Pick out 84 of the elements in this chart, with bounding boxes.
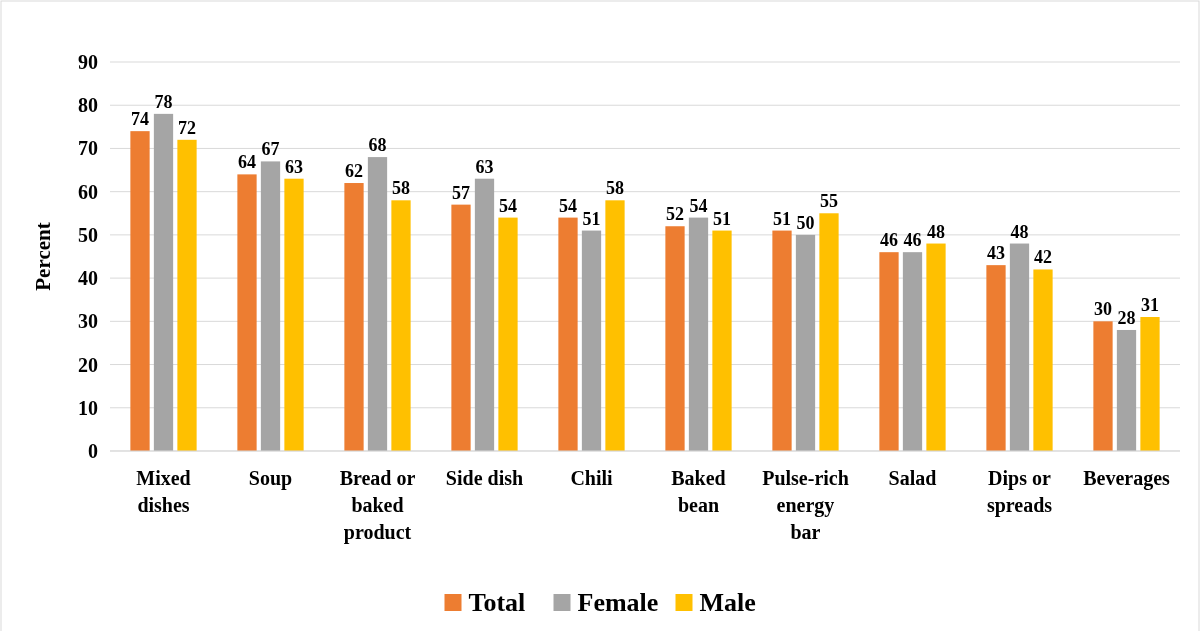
data-label: 63 (475, 156, 494, 177)
bar (153, 113, 174, 451)
data-label: 58 (392, 178, 410, 199)
y-tick-label: 60 (78, 180, 98, 203)
bar (665, 226, 685, 451)
data-label: 46 (880, 230, 898, 251)
bar (879, 252, 899, 451)
data-label: 46 (903, 230, 922, 251)
y-axis-title: Percent (31, 222, 55, 291)
bar (1033, 269, 1053, 451)
bar (284, 178, 304, 451)
data-label: 50 (796, 212, 815, 233)
bar (130, 131, 150, 451)
data-label: 74 (131, 109, 149, 130)
bar (1009, 243, 1030, 451)
x-tick-label: Dips or spreads (986, 467, 1053, 517)
bar (391, 200, 411, 451)
data-label: 64 (238, 152, 256, 173)
data-label: 68 (368, 135, 387, 156)
y-tick-label: 20 (78, 353, 98, 376)
bar (1116, 329, 1137, 451)
y-tick-label: 90 (78, 51, 98, 73)
data-label: 48 (927, 221, 945, 242)
bar (1093, 321, 1113, 451)
bar (177, 139, 197, 451)
bar (926, 243, 946, 451)
data-label: 58 (606, 178, 624, 199)
bar (581, 230, 602, 451)
y-tick-label: 40 (78, 267, 98, 290)
data-label: 52 (666, 204, 684, 225)
y-tick-label: 0 (88, 440, 98, 462)
y-tick-label: 80 (78, 94, 98, 117)
data-label: 54 (499, 195, 517, 216)
bar (688, 217, 709, 451)
data-label: 48 (1010, 221, 1029, 242)
bar (795, 234, 816, 451)
data-label: 31 (1141, 295, 1159, 316)
data-label: 67 (261, 139, 280, 160)
data-label: 51 (713, 208, 731, 229)
bar (1140, 317, 1160, 451)
bar (712, 230, 732, 451)
y-tick-label: 30 (78, 310, 98, 333)
y-tick-label: 10 (78, 396, 98, 419)
y-tick-label: 50 (78, 223, 98, 246)
bar (344, 183, 364, 451)
x-tick-label: Baked bean (671, 467, 726, 516)
data-label: 43 (987, 243, 1005, 264)
data-label: 30 (1094, 299, 1112, 320)
bar (558, 217, 578, 451)
data-label: 55 (820, 191, 838, 212)
x-tick-label: Soup (248, 467, 293, 490)
legend-label: Total (468, 588, 526, 617)
bar (772, 230, 792, 451)
x-tick-label: Mixed dishes (136, 467, 191, 516)
data-label: 62 (345, 161, 363, 182)
legend-label: Female (577, 588, 659, 617)
data-label: 78 (154, 91, 173, 112)
y-tick-label: 70 (78, 137, 98, 160)
bar (237, 174, 257, 451)
bar (367, 157, 388, 451)
data-label: 54 (689, 195, 708, 216)
x-tick-label: Bread or baked product (339, 467, 416, 544)
bar (474, 178, 495, 451)
data-label: 54 (559, 195, 577, 216)
data-label: 51 (773, 208, 791, 229)
data-label: 72 (178, 117, 196, 138)
data-label: 51 (582, 208, 601, 229)
data-label: 63 (285, 156, 303, 177)
x-tick-label: Side dish (445, 467, 524, 489)
legend-label: Male (699, 588, 756, 617)
x-tick-label: Salad (888, 467, 937, 489)
data-label: 28 (1117, 307, 1136, 328)
data-label: 57 (452, 182, 470, 203)
bar (605, 200, 625, 451)
bar (451, 204, 471, 451)
bar (819, 213, 839, 451)
bar (498, 217, 518, 451)
data-label: 42 (1034, 247, 1052, 268)
x-tick-label: Pulse-rich energy bar (762, 467, 849, 543)
bar (902, 252, 923, 451)
bar (986, 265, 1006, 451)
bar (260, 161, 281, 451)
x-tick-label: Chili (570, 467, 614, 489)
x-tick-label: Beverages (1083, 467, 1171, 490)
